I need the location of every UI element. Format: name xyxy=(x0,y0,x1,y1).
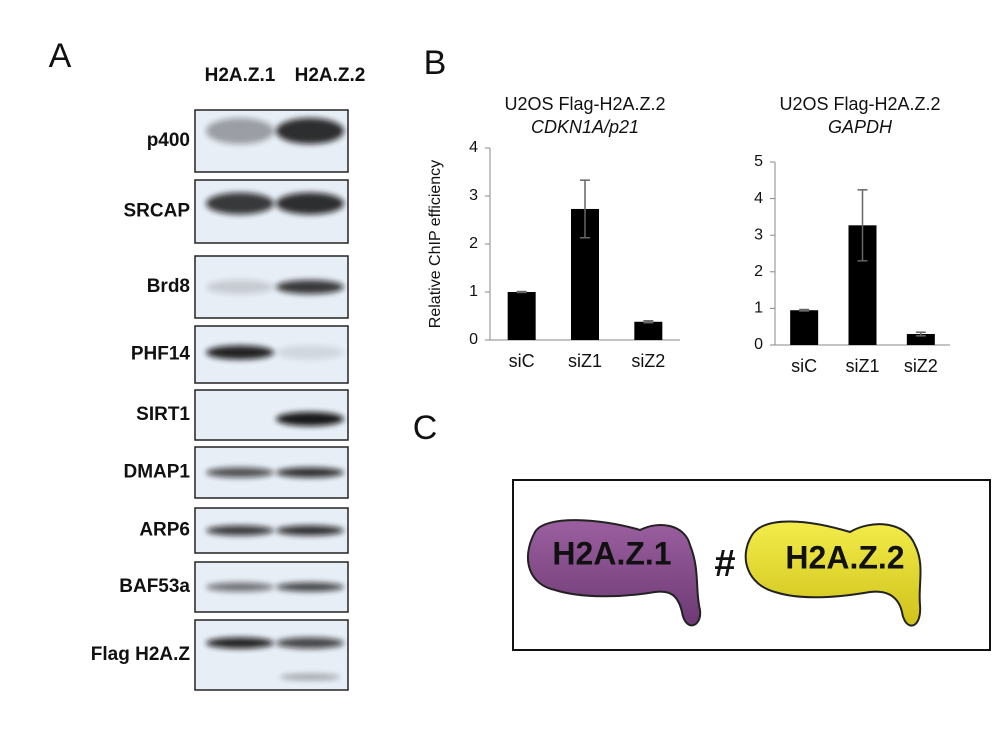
blot-band xyxy=(276,412,344,426)
row-label: p400 xyxy=(147,130,190,151)
y-tick-label: 1 xyxy=(469,283,478,300)
row-label: PHF14 xyxy=(131,344,191,365)
blot-band xyxy=(276,525,344,536)
blot-band xyxy=(280,674,340,680)
y-tick-label: 0 xyxy=(469,331,478,348)
blot-band xyxy=(276,118,344,144)
error-bar xyxy=(516,290,527,294)
x-tick-label: siZ1 xyxy=(568,351,602,371)
error-bar xyxy=(580,179,590,239)
y-tick-label: 0 xyxy=(754,336,763,353)
chart-subtitle: CDKN1A/p21 xyxy=(531,117,639,137)
bar xyxy=(906,334,935,345)
blot-band xyxy=(206,345,274,360)
row-label: Flag H2A.Z xyxy=(91,644,191,665)
chart-title: U2OS Flag-H2A.Z.2 xyxy=(504,94,665,114)
bar xyxy=(790,310,819,345)
y-tick-label: 3 xyxy=(469,187,478,204)
x-tick-label: siZ2 xyxy=(904,356,938,376)
chart-subtitle: GAPDH xyxy=(828,117,893,137)
row-label: DMAP1 xyxy=(123,462,190,483)
blot-band xyxy=(206,582,274,592)
blot-band xyxy=(206,118,274,144)
x-tick-label: siC xyxy=(791,356,817,376)
blot-band xyxy=(206,637,274,649)
error-bar xyxy=(799,308,810,312)
protein-blob xyxy=(744,520,922,627)
protein-label: H2A.Z.2 xyxy=(785,539,904,575)
column-label: H2A.Z.1 xyxy=(205,65,276,86)
bar xyxy=(507,292,536,340)
blot-band xyxy=(276,345,344,360)
x-tick-label: siC xyxy=(509,351,535,371)
chart-title: U2OS Flag-H2A.Z.2 xyxy=(779,94,940,114)
row-label: SIRT1 xyxy=(136,404,190,425)
blot-band xyxy=(206,280,274,294)
y-tick-label: 4 xyxy=(469,139,478,156)
diagram: H2A.Z.1 # H2A.Z.2 xyxy=(512,479,991,651)
y-tick-label: 1 xyxy=(754,300,763,317)
y-tick-label: 2 xyxy=(754,263,763,280)
blot-band xyxy=(276,280,344,294)
error-bar xyxy=(915,331,926,337)
blot-band xyxy=(276,637,344,649)
x-tick-label: siZ1 xyxy=(845,356,879,376)
y-tick-label: 4 xyxy=(754,190,763,207)
panel-label: B xyxy=(424,44,447,82)
y-axis-label: Relative ChIP efficiency xyxy=(427,160,444,328)
panel-label: A xyxy=(49,37,72,75)
protein-label: H2A.Z.1 xyxy=(552,535,671,571)
blot-panel: p400 SRCAP Brd8 PHF14 SIRT1 DMAP1 ARP6 BAF53a Fl… xyxy=(91,109,349,691)
blot-band xyxy=(276,192,344,215)
error-bar xyxy=(643,320,654,324)
bar xyxy=(634,321,663,340)
symbol: # xyxy=(714,543,735,585)
protein-blob xyxy=(526,519,702,627)
column-label: H2A.Z.2 xyxy=(295,65,366,86)
error-bar xyxy=(857,189,868,262)
y-tick-label: 2 xyxy=(469,235,478,252)
blot-band xyxy=(276,467,344,478)
y-tick-label: 3 xyxy=(754,226,763,243)
bar-charts: U2OS Flag-H2A.Z.2 CDKN1A/p21 Relative ChIP… xyxy=(427,94,950,376)
blot-band xyxy=(206,467,274,478)
row-label: SRCAP xyxy=(123,201,190,222)
x-tick-label: siZ2 xyxy=(631,351,665,371)
blot-band xyxy=(206,525,274,536)
row-label: ARP6 xyxy=(139,520,190,541)
blot-band xyxy=(206,192,274,215)
row-label: Brd8 xyxy=(147,276,190,297)
panel-label: C xyxy=(413,409,438,447)
blot-band xyxy=(276,582,344,592)
y-tick-label: 5 xyxy=(754,153,763,170)
row-label: BAF53a xyxy=(119,576,190,597)
